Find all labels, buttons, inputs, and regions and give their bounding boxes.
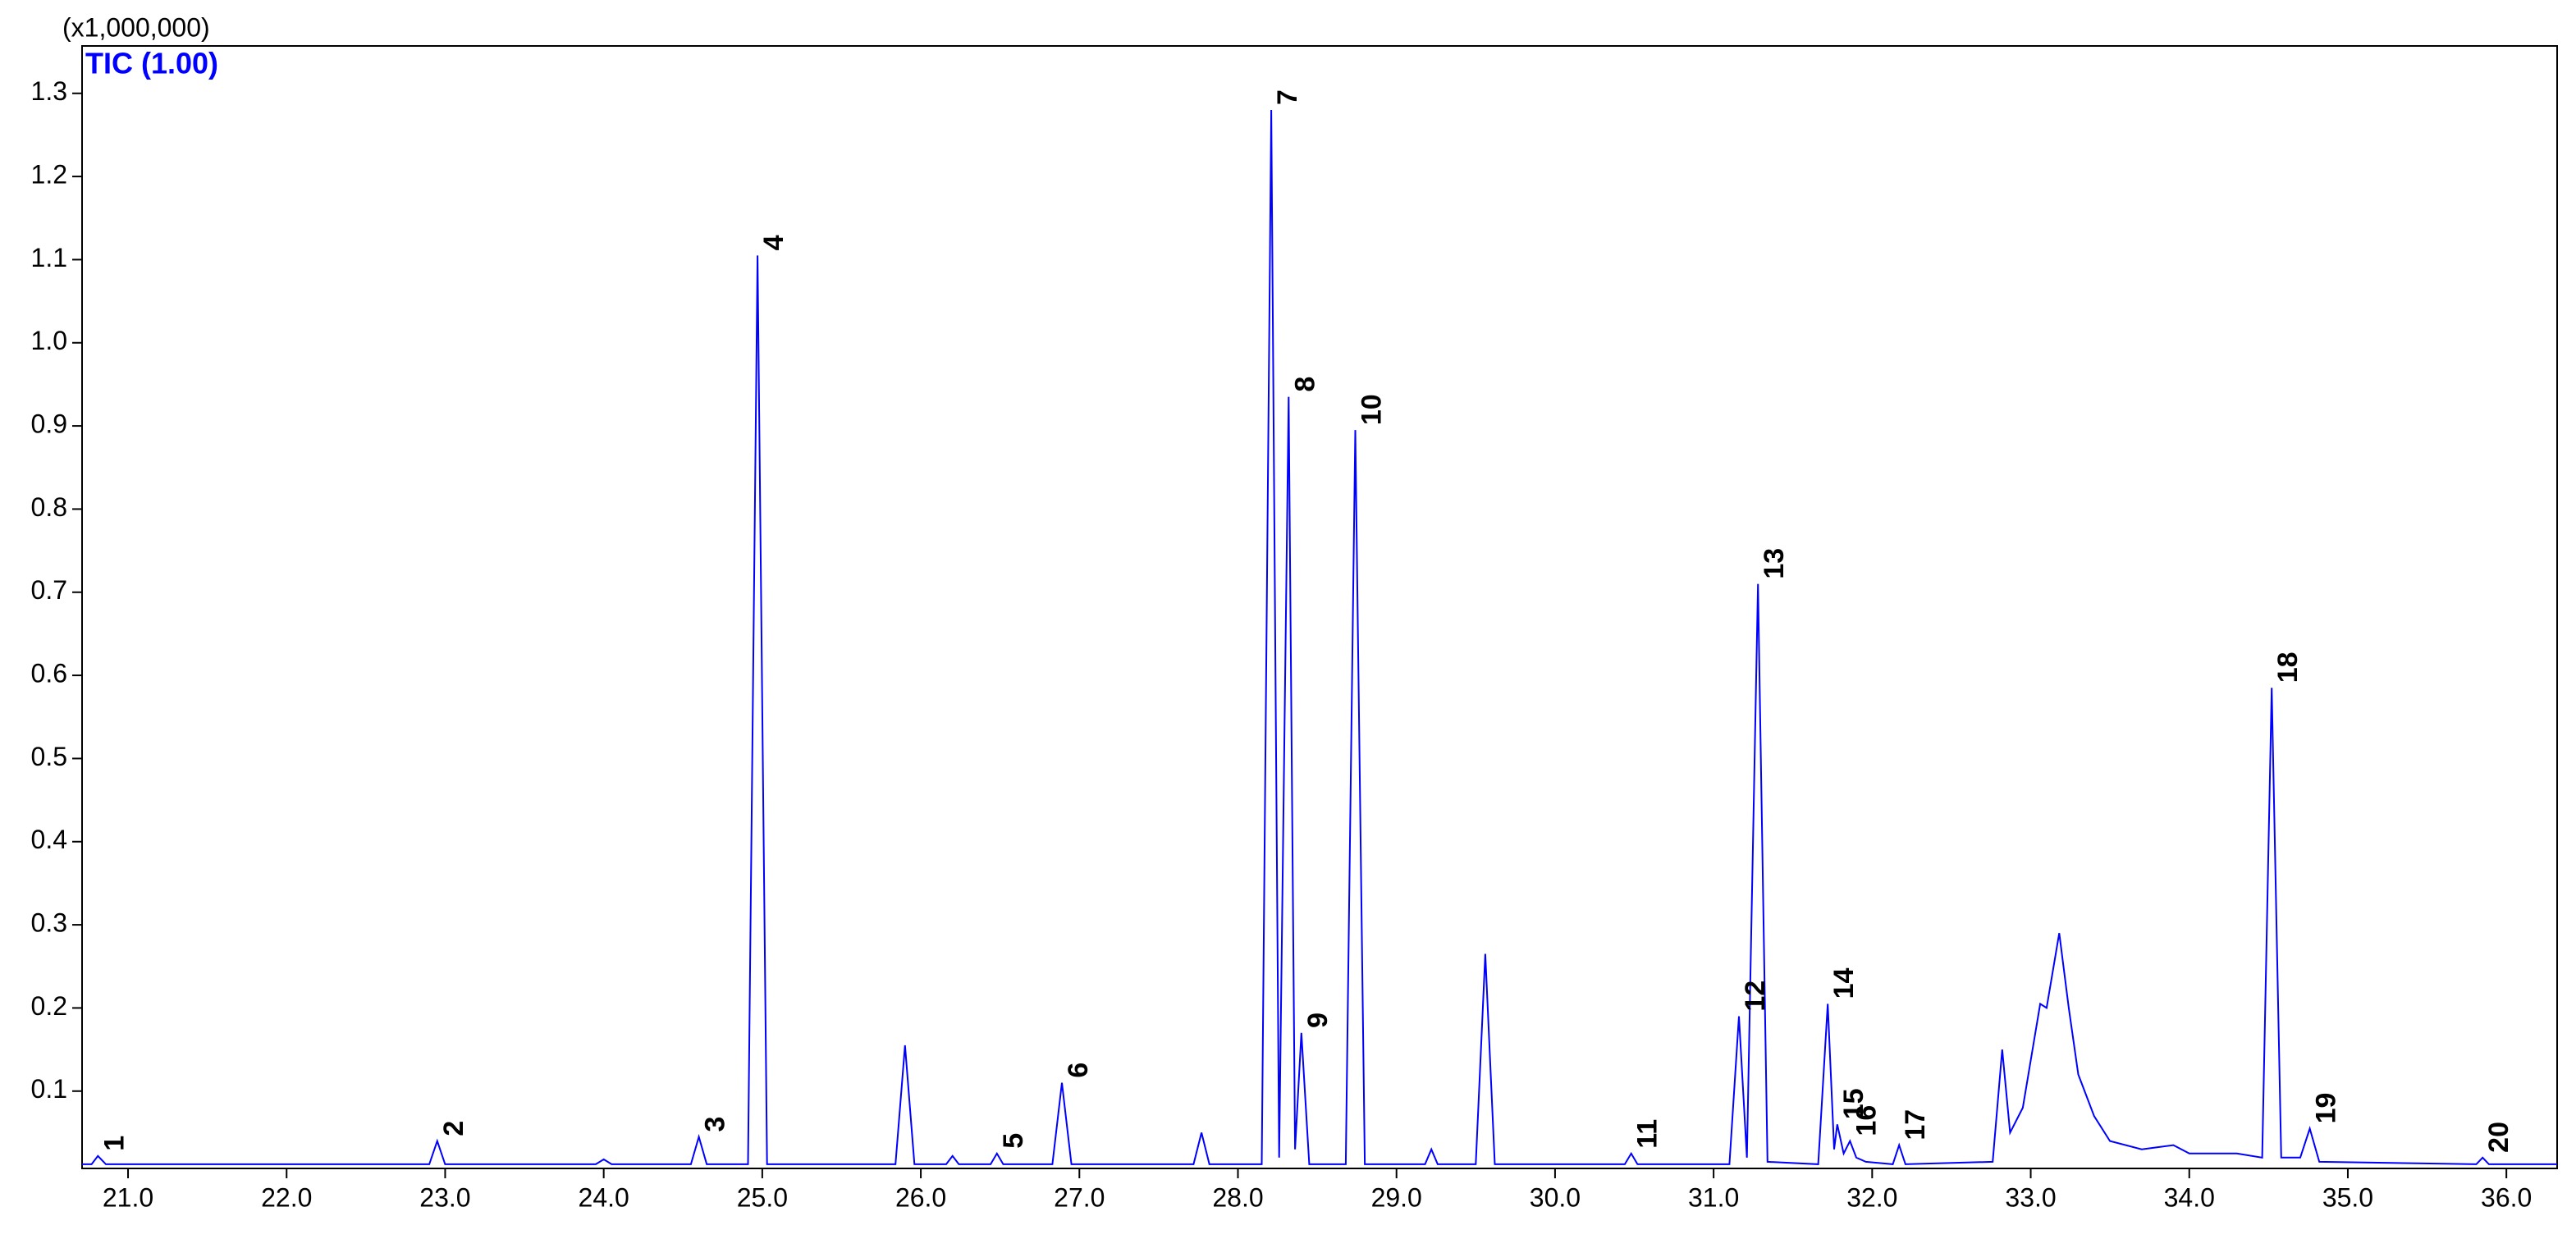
x-tick-label: 33.0 bbox=[2005, 1182, 2056, 1212]
y-tick-label: 0.2 bbox=[31, 991, 67, 1021]
x-tick-label: 30.0 bbox=[1530, 1182, 1581, 1212]
x-tick-label: 28.0 bbox=[1212, 1182, 1263, 1212]
y-tick-label: 0.6 bbox=[31, 659, 67, 688]
y-tick-label: 0.8 bbox=[31, 492, 67, 522]
x-tick-label: 27.0 bbox=[1054, 1182, 1105, 1212]
peak-label: 10 bbox=[1356, 394, 1387, 425]
y-tick-label: 1.0 bbox=[31, 326, 67, 355]
peak-label: 16 bbox=[1851, 1105, 1882, 1136]
x-tick-label: 23.0 bbox=[419, 1182, 470, 1212]
peak-label: 4 bbox=[758, 235, 789, 250]
peak-label: 20 bbox=[2483, 1122, 2514, 1153]
peak-label: 8 bbox=[1289, 377, 1320, 392]
y-tick-label: 0.3 bbox=[31, 908, 67, 938]
peak-label: 15 bbox=[1838, 1088, 1869, 1119]
x-tick-label: 24.0 bbox=[579, 1182, 629, 1212]
x-tick-label: 35.0 bbox=[2322, 1182, 2373, 1212]
y-tick-label: 0.1 bbox=[31, 1074, 67, 1104]
peak-label: 5 bbox=[998, 1133, 1029, 1149]
y-tick-label: 0.5 bbox=[31, 742, 67, 771]
peak-label: 14 bbox=[1828, 967, 1860, 999]
peak-label: 1 bbox=[98, 1136, 130, 1151]
peak-label: 19 bbox=[2311, 1093, 2342, 1124]
peak-label: 6 bbox=[1063, 1063, 1094, 1078]
x-tick-label: 32.0 bbox=[1846, 1182, 1897, 1212]
x-tick-label: 25.0 bbox=[737, 1182, 788, 1212]
x-tick-label: 29.0 bbox=[1371, 1182, 1422, 1212]
x-tick-label: 26.0 bbox=[895, 1182, 946, 1212]
peak-label: 12 bbox=[1740, 981, 1771, 1012]
peak-label: 18 bbox=[2272, 652, 2304, 683]
y-tick-label: 0.4 bbox=[31, 825, 67, 854]
y-tick-label: 1.3 bbox=[31, 76, 67, 106]
x-tick-label: 22.0 bbox=[261, 1182, 312, 1212]
y-tick-label: 0.7 bbox=[31, 575, 67, 605]
peak-label: 7 bbox=[1272, 89, 1303, 105]
y-tick-label: 1.2 bbox=[31, 160, 67, 190]
x-tick-label: 21.0 bbox=[103, 1182, 153, 1212]
x-tick-label: 31.0 bbox=[1688, 1182, 1739, 1212]
peak-label: 11 bbox=[1632, 1119, 1663, 1149]
y-tick-label: 0.9 bbox=[31, 409, 67, 439]
peak-label: 13 bbox=[1759, 548, 1790, 579]
x-tick-label: 36.0 bbox=[2481, 1182, 2532, 1212]
y-tick-label: 1.1 bbox=[31, 243, 67, 272]
peak-label: 9 bbox=[1302, 1013, 1334, 1028]
unit-label: (x1,000,000) bbox=[62, 12, 210, 42]
trace-label: TIC (1.00) bbox=[85, 47, 218, 80]
peak-label: 3 bbox=[700, 1117, 731, 1132]
trace-line bbox=[82, 109, 2557, 1165]
peak-label: 17 bbox=[1900, 1109, 1931, 1141]
x-tick-label: 34.0 bbox=[2164, 1182, 2215, 1212]
peak-label: 2 bbox=[438, 1121, 469, 1136]
plot-frame bbox=[81, 45, 2558, 1169]
